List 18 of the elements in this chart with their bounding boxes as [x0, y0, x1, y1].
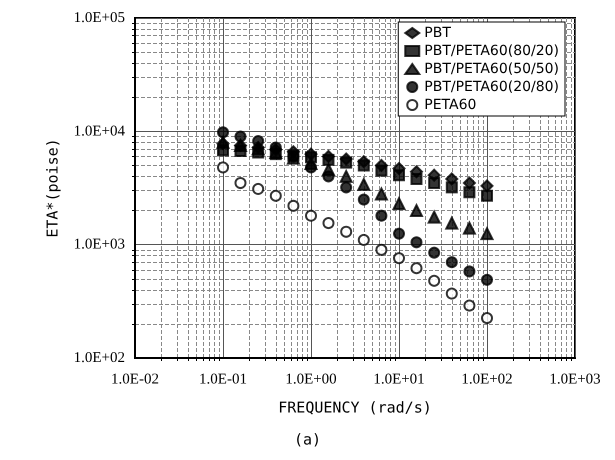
legend-label: PBT/PETA60(20/80)	[424, 79, 560, 95]
x-axis-title: FREQUENCY (rad/s)	[278, 398, 432, 416]
x-tick-label: 1.0E+01	[373, 372, 425, 388]
x-tick-label: 1.0E+03	[549, 372, 601, 388]
x-tick-label: 1.0E-01	[199, 372, 247, 388]
x-tick-label: 1.0E+02	[461, 372, 513, 388]
legend-label: PBT	[424, 25, 452, 41]
y-axis-title: ETA*(poise)	[44, 138, 62, 238]
y-tick-label: 1.0E+02	[74, 350, 125, 366]
legend-label: PBT/PETA60(50/50)	[424, 61, 560, 77]
y-tick-label: 1.0E+05	[74, 10, 125, 26]
legend-label: PBT/PETA60(80/20)	[424, 43, 560, 59]
text: (a)	[294, 430, 322, 448]
y-tick-label: 1.0E+04	[74, 123, 126, 140]
x-tick-label: 1.0E-02	[111, 372, 159, 388]
x-tick-label: 1.0E+00	[285, 372, 337, 388]
legend-label: PETA60	[424, 97, 476, 113]
y-tick-label: 1.0E+03	[74, 236, 125, 253]
